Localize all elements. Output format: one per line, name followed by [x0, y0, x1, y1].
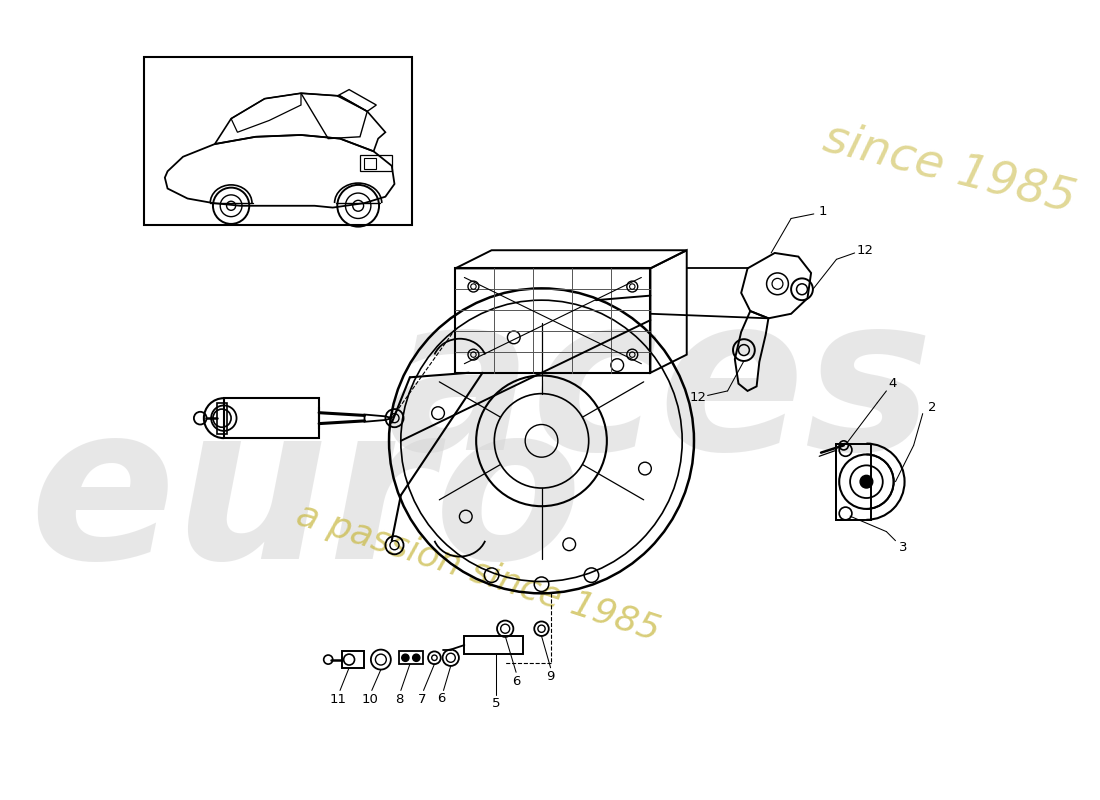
Text: 5: 5 — [492, 697, 500, 710]
Circle shape — [860, 475, 872, 488]
Bar — [399, 651, 422, 664]
Bar — [364, 158, 376, 169]
Text: 1: 1 — [818, 205, 827, 218]
Text: a passion since 1985: a passion since 1985 — [292, 498, 664, 647]
Bar — [360, 155, 392, 171]
Text: 9: 9 — [547, 670, 554, 683]
Text: 3: 3 — [899, 541, 907, 554]
Text: euro: euro — [29, 395, 582, 604]
Text: 12: 12 — [690, 390, 707, 404]
Text: aces: aces — [386, 286, 933, 495]
Bar — [342, 651, 364, 668]
Text: 2: 2 — [927, 401, 936, 414]
Text: since 1985: since 1985 — [820, 115, 1080, 222]
Text: 10: 10 — [362, 693, 378, 706]
Bar — [144, 57, 411, 225]
Text: 4: 4 — [889, 377, 896, 390]
Bar — [836, 443, 871, 520]
Bar — [455, 268, 650, 373]
Text: 8: 8 — [395, 693, 404, 706]
Text: 6: 6 — [438, 692, 446, 705]
Bar — [217, 402, 228, 434]
Text: 11: 11 — [330, 693, 346, 706]
Text: 12: 12 — [857, 244, 874, 257]
Circle shape — [412, 654, 420, 662]
Bar — [464, 636, 524, 654]
Text: 7: 7 — [418, 693, 426, 706]
Text: 6: 6 — [512, 675, 520, 688]
Bar — [223, 398, 319, 438]
Circle shape — [402, 654, 409, 662]
